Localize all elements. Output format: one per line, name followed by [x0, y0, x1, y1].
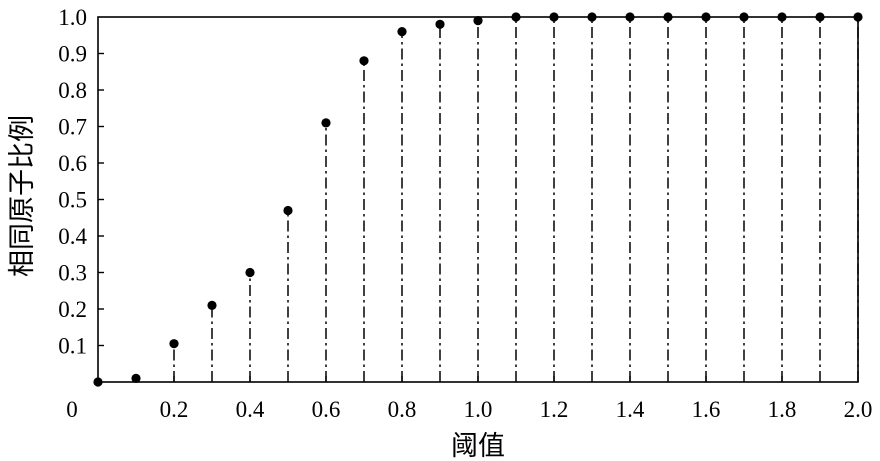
y-tick-label: 0.9	[58, 42, 87, 67]
data-point	[397, 27, 407, 37]
y-tick-label: 0.6	[58, 151, 87, 176]
y-axis-tick-labels: 0.1 0.2 0.3 0.4 0.5 0.6 0.7 0.8 0.9 1.0	[58, 5, 87, 359]
y-tick-label: 0.2	[58, 297, 87, 322]
data-point	[777, 12, 787, 22]
x-tick-label: 0.6	[312, 397, 341, 422]
x-axis-tick-labels: 0 0.2 0.4 0.6 0.8 1.0 1.2 1.4 1.6 1.8 2.0	[66, 397, 872, 422]
y-axis-ticks	[98, 52, 104, 347]
x-axis-label: 阈值	[451, 431, 505, 461]
data-point	[321, 118, 331, 128]
data-point	[739, 12, 749, 22]
data-point	[283, 205, 293, 216]
y-axis-label: 相同原子比例	[7, 115, 38, 277]
x-tick-label: 1.4	[616, 397, 645, 422]
data-point	[245, 267, 255, 278]
data-point	[359, 56, 369, 66]
y-tick-label: 0.7	[58, 115, 87, 140]
x-tick-label: 0	[66, 397, 78, 422]
x-tick-label: 1.2	[540, 397, 569, 422]
data-point	[549, 12, 559, 22]
data-point	[169, 339, 179, 349]
x-tick-label: 1.6	[692, 397, 721, 422]
x-tick-label: 0.2	[160, 397, 189, 422]
y-tick-label: 1.0	[58, 5, 87, 30]
x-tick-label: 0.8	[388, 397, 417, 422]
data-point	[473, 16, 483, 26]
y-tick-label: 0.4	[58, 224, 87, 249]
y-tick-label: 0.5	[58, 188, 87, 213]
x-tick-label: 2.0	[844, 397, 873, 422]
data-point	[815, 12, 825, 22]
data-point	[701, 12, 711, 22]
data-point	[131, 373, 141, 383]
x-axis-ticks	[173, 376, 783, 382]
data-point	[587, 12, 597, 22]
x-tick-label: 0.4	[236, 397, 265, 422]
data-point	[93, 377, 103, 387]
x-tick-label: 1.0	[464, 397, 493, 422]
y-tick-label: 0.1	[58, 334, 87, 359]
data-point	[207, 300, 217, 310]
data-point	[511, 12, 521, 22]
data-point	[625, 12, 635, 22]
data-point	[663, 12, 673, 22]
y-tick-label: 0.3	[58, 261, 87, 286]
data-point	[435, 19, 445, 29]
x-tick-label: 1.8	[768, 397, 797, 422]
data-point	[853, 12, 863, 22]
stem-lines	[135, 17, 859, 382]
y-tick-label: 0.8	[58, 78, 87, 103]
data-points	[93, 12, 863, 387]
